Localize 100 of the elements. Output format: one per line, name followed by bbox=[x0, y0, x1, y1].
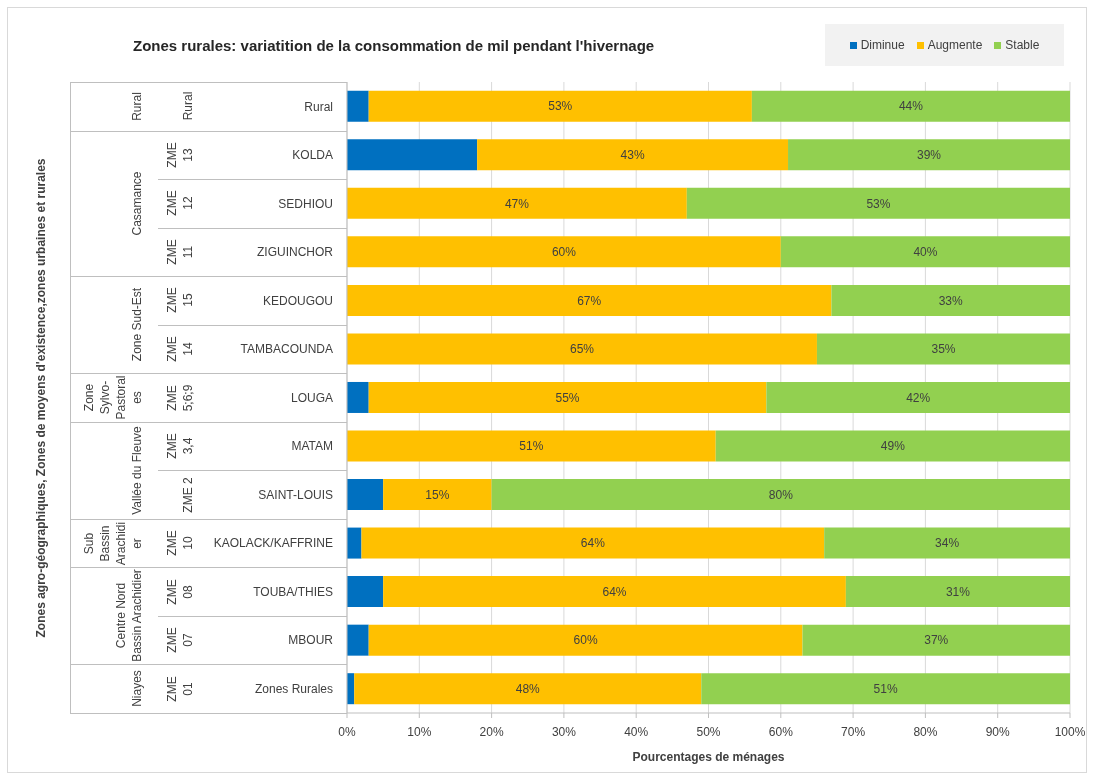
text: ZME 3,4 bbox=[164, 433, 195, 459]
x-tick-label: 100% bbox=[1054, 724, 1086, 739]
data-label: 51% bbox=[873, 681, 898, 696]
y-tick-label: TOUBA/THIES bbox=[253, 584, 333, 599]
text: ZME 08 bbox=[164, 578, 195, 605]
y-tick-label: Zones Rurales bbox=[254, 681, 333, 696]
bar bbox=[477, 139, 789, 171]
bar bbox=[788, 139, 1070, 171]
text: ZME 01 bbox=[164, 676, 195, 702]
text: ZME 12 bbox=[164, 190, 195, 217]
bar bbox=[751, 90, 1070, 122]
y-tick-label: MATAM bbox=[291, 439, 333, 454]
bar bbox=[368, 624, 803, 656]
bar bbox=[347, 284, 832, 316]
x-tick-label: 0% bbox=[338, 724, 356, 739]
bar bbox=[361, 527, 825, 559]
data-label: 40% bbox=[913, 245, 938, 260]
bar bbox=[347, 139, 478, 171]
bar bbox=[816, 333, 1070, 365]
text: Sub Bassin Arachidier bbox=[81, 521, 144, 565]
bar bbox=[347, 624, 369, 656]
bar bbox=[347, 381, 369, 413]
data-label: 35% bbox=[931, 342, 956, 357]
bar bbox=[347, 479, 384, 511]
text: Niayes bbox=[129, 670, 144, 708]
text: Vallée du Fleuve bbox=[129, 426, 144, 515]
y-tick-label: ZIGUINCHOR bbox=[257, 245, 334, 260]
y-tick-label: LOUGA bbox=[290, 390, 333, 405]
bar bbox=[347, 430, 716, 462]
data-label: 60% bbox=[551, 245, 577, 260]
data-label: 60% bbox=[573, 633, 598, 648]
text: ZME 10 bbox=[164, 530, 195, 556]
bar bbox=[347, 333, 817, 365]
y-tick-label: SAINT-LOUIS bbox=[258, 487, 333, 502]
x-tick-label: 50% bbox=[696, 724, 721, 739]
bar bbox=[354, 673, 702, 705]
text: ZME 5;6;9 bbox=[164, 384, 195, 411]
data-label: 51% bbox=[519, 439, 544, 454]
x-tick-label: 60% bbox=[768, 724, 794, 739]
y-tick-label: KEDOUGOU bbox=[262, 293, 333, 308]
data-label: 39% bbox=[917, 148, 942, 163]
bar bbox=[780, 236, 1070, 268]
x-tick-label: 40% bbox=[624, 724, 649, 739]
x-tick-label: 10% bbox=[407, 724, 432, 739]
x-tick-label: 20% bbox=[479, 724, 504, 739]
text: Zone Sud-Est bbox=[129, 288, 144, 362]
text: Casamance bbox=[129, 171, 144, 236]
data-label: 34% bbox=[935, 536, 960, 551]
text: ZME 13 bbox=[164, 142, 195, 168]
y-tick-label: KAOLACK/KAFFRINE bbox=[213, 536, 333, 551]
x-tick-label: 80% bbox=[913, 724, 938, 739]
text: Rural bbox=[129, 91, 144, 121]
legend-label: Stable bbox=[1005, 38, 1040, 52]
bar bbox=[347, 187, 687, 219]
y-tick-label: Rural bbox=[304, 99, 333, 114]
data-label: 49% bbox=[880, 439, 906, 454]
text: Centre Nord Bassin Arachidier bbox=[113, 569, 144, 663]
data-label: 55% bbox=[555, 390, 580, 405]
y-tick-label: KOLDA bbox=[292, 148, 333, 163]
bar bbox=[766, 381, 1070, 413]
text: Zone Sylvo-Pastorales bbox=[81, 375, 144, 420]
data-label: 15% bbox=[425, 487, 450, 502]
data-label: 33% bbox=[938, 293, 964, 308]
data-label: 64% bbox=[580, 536, 606, 551]
bar bbox=[347, 527, 362, 559]
legend-label: Augmente bbox=[927, 38, 983, 52]
data-label: 48% bbox=[515, 681, 541, 696]
data-label: 37% bbox=[924, 633, 949, 648]
data-label: 80% bbox=[768, 487, 794, 502]
data-label: 44% bbox=[898, 99, 924, 114]
bar bbox=[491, 479, 1070, 511]
text: Zones agro-géographiques, Zones de moyens d'existence,zones urbaines et rurales bbox=[34, 158, 48, 637]
text: ZME 15 bbox=[164, 287, 195, 314]
bar bbox=[701, 673, 1070, 705]
x-tick-label: 90% bbox=[985, 724, 1011, 739]
data-label: 47% bbox=[504, 196, 530, 211]
bar bbox=[824, 527, 1070, 559]
data-label: 31% bbox=[945, 584, 971, 599]
y-tick-label: SEDHIOU bbox=[278, 196, 333, 211]
bar bbox=[802, 624, 1070, 656]
y-tick-label: MBOUR bbox=[288, 633, 334, 648]
text: ZME 14 bbox=[164, 336, 195, 362]
data-label: 42% bbox=[906, 390, 931, 405]
data-label: 53% bbox=[866, 196, 891, 211]
bar bbox=[347, 236, 781, 268]
x-tick-label: 70% bbox=[841, 724, 866, 739]
bar bbox=[368, 90, 752, 122]
bar bbox=[686, 187, 1070, 219]
data-label: 67% bbox=[577, 293, 602, 308]
bar bbox=[347, 90, 369, 122]
text: Rural bbox=[180, 91, 195, 121]
x-axis-title: Pourcentages de ménages bbox=[632, 750, 785, 764]
chart-title: Zones rurales: variatition de la consommation de mil pendant l'hivernage bbox=[133, 37, 655, 54]
bar bbox=[831, 284, 1070, 316]
data-label: 64% bbox=[602, 584, 627, 599]
x-tick-label: 30% bbox=[551, 724, 577, 739]
data-label: 43% bbox=[620, 148, 645, 163]
bar bbox=[715, 430, 1070, 462]
text: ZME 2 bbox=[180, 476, 195, 513]
bar bbox=[383, 576, 846, 608]
